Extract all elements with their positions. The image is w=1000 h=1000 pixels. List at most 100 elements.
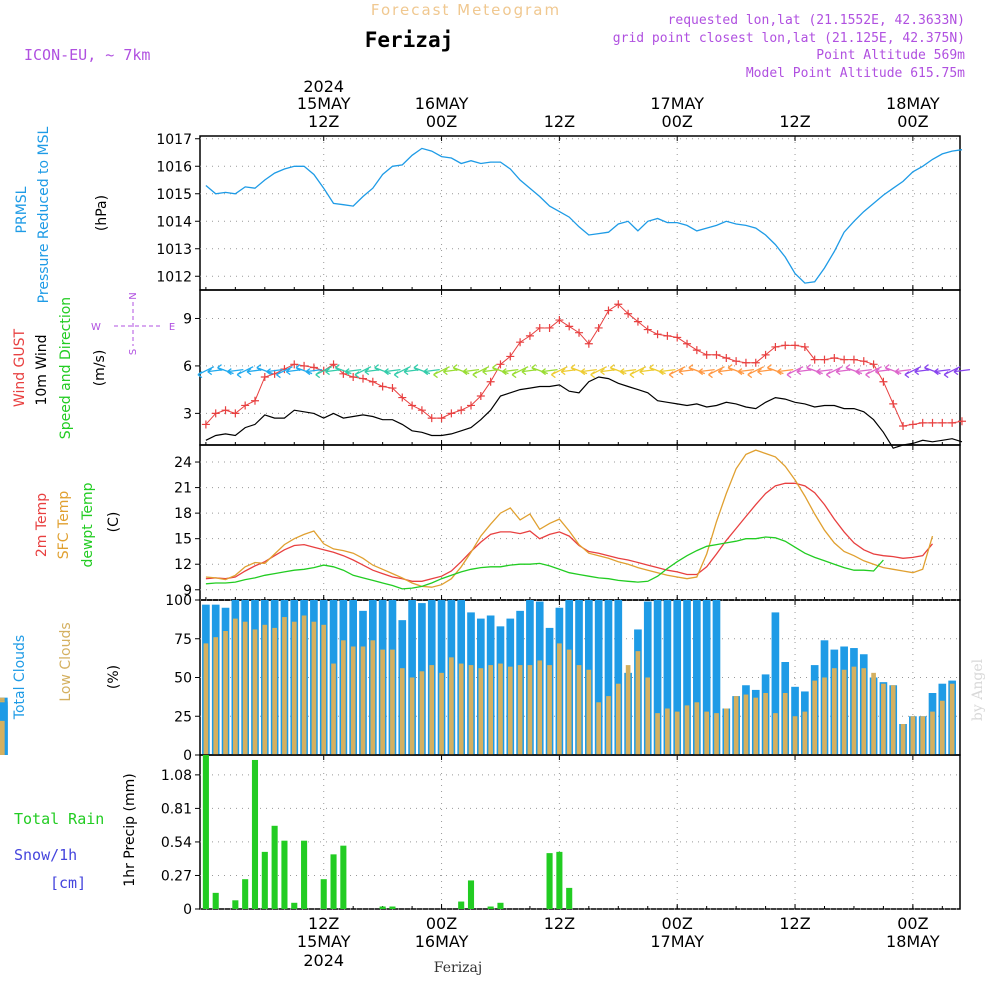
gust-marker (957, 417, 966, 426)
wind-arrow (433, 366, 450, 379)
low-cloud-bar (586, 669, 592, 755)
y-tick-label: 1014 (156, 214, 192, 230)
gust-label: Wind GUST (12, 328, 28, 407)
wind-arrow (295, 364, 313, 375)
gust-marker (467, 401, 476, 410)
year-label-top: 2024 (303, 77, 344, 96)
wind-arrow (698, 368, 715, 376)
wind-arrow (953, 368, 971, 376)
rain-bar (379, 906, 386, 909)
low-cloud-bar (782, 693, 788, 755)
wind-arrow (393, 366, 411, 379)
rain-bar (291, 902, 298, 909)
gust-marker (781, 341, 790, 350)
total-cloud-bar (604, 600, 613, 755)
gust-marker (201, 420, 210, 429)
gust-marker (683, 339, 692, 348)
temp-2m-line (205, 482, 934, 582)
requested-coords: requested lon,lat (21.1552E, 42.3633N) (668, 13, 965, 28)
wind-arrow (423, 368, 440, 376)
wind-arrow (659, 368, 676, 376)
gust-marker (349, 372, 358, 381)
wind-arrow (786, 366, 804, 379)
y-tick-label: 0 (183, 902, 192, 918)
low-cloud-bar (615, 683, 621, 755)
time-label-top: 12Z (779, 112, 810, 131)
date-label-bottom: 18MAY (886, 932, 940, 951)
wind-arrow (737, 368, 755, 376)
low-cloud-bar (301, 615, 307, 755)
gust-marker (358, 374, 367, 383)
time-label-bottom: 12Z (308, 914, 339, 933)
gust-marker (408, 401, 417, 410)
panel-frame (199, 444, 961, 601)
wind-arrow (688, 364, 706, 375)
gust-marker (221, 406, 230, 415)
time-label-top: 12Z (544, 112, 575, 131)
y-tick-label: 1012 (156, 269, 192, 285)
y-tick-label: 0.81 (161, 801, 192, 817)
date-label-top: 16MAY (415, 94, 469, 113)
date-label-bottom: 15MAY (297, 932, 351, 951)
time-label-bottom: 12Z (544, 914, 575, 933)
low-cloud-bar (321, 624, 327, 755)
gust-marker (643, 325, 652, 334)
low-cloud-bar (517, 665, 523, 755)
total-cloud-bar (712, 600, 721, 755)
date-label-top: 18MAY (886, 94, 940, 113)
gust-marker (555, 316, 564, 325)
low-clouds-label: Low Clouds (58, 622, 74, 701)
low-cloud-bar (311, 621, 317, 755)
wind-arrow (344, 368, 362, 376)
low-cloud-bar (399, 668, 405, 755)
rain-bar (458, 901, 465, 909)
low-cloud-bar (920, 716, 926, 755)
rain-bar (556, 851, 563, 909)
low-cloud-bar (449, 657, 454, 755)
gust-marker (938, 418, 947, 427)
rain-bar (546, 853, 553, 909)
y-tick-label: 100 (165, 593, 192, 609)
wind-arrow (668, 366, 686, 379)
wind-arrow (590, 366, 607, 379)
wind-arrow (266, 368, 283, 376)
location-title: Ferizaj (365, 28, 454, 52)
wind-arrow (619, 368, 637, 376)
gust-marker (849, 355, 858, 364)
low-cloud-bar (380, 649, 385, 755)
y-tick-label: 0 (183, 748, 192, 764)
wind-arrow (226, 368, 244, 376)
gust-marker (800, 342, 809, 351)
gust-marker (771, 342, 780, 351)
low-cloud-bar (792, 716, 798, 755)
total-cloud-bar (594, 600, 603, 755)
wind-label: 10m Wind (34, 334, 50, 405)
compass-north: N (128, 292, 139, 299)
low-cloud-bar (606, 696, 611, 755)
total-cloud-bar (683, 600, 691, 755)
rain-bar (301, 840, 308, 909)
time-label-bottom: 00Z (897, 914, 928, 933)
y-tick-label: 18 (174, 506, 192, 522)
snow-unit-label: [cm] (50, 874, 86, 892)
low-cloud-bar (252, 629, 258, 755)
low-cloud-bar (812, 680, 818, 755)
gust-marker (614, 300, 623, 309)
gust-marker (211, 409, 220, 418)
low-cloud-bar (831, 668, 837, 755)
low-cloud-bar (262, 624, 268, 755)
wind-arrow (924, 364, 941, 375)
time-label-bottom: 00Z (662, 914, 693, 933)
low-cloud-bar (566, 649, 572, 755)
low-cloud-bar (242, 621, 248, 755)
gust-marker (869, 360, 878, 369)
rain-bar (212, 892, 219, 909)
y-tick-label: 25 (174, 709, 192, 725)
wind-arrow (531, 364, 548, 375)
rain-bar (320, 879, 327, 909)
dewpt-line (205, 536, 884, 590)
low-cloud-bar (871, 672, 876, 755)
wind-arrow (550, 366, 568, 379)
